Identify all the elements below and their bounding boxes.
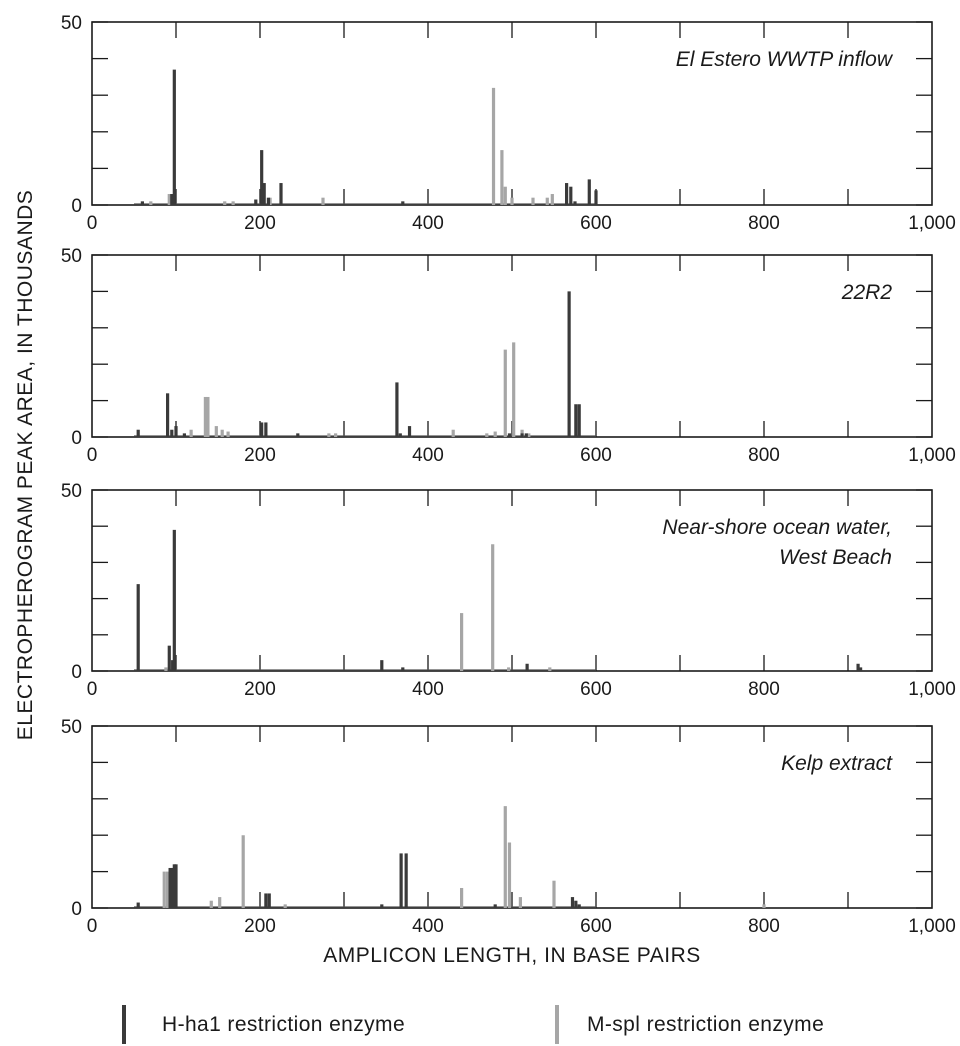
x-tick-label: 600 [580, 679, 612, 700]
panel-title: 22R2 [841, 281, 893, 304]
x-tick-label: 600 [580, 213, 612, 234]
x-tick-label: 1,000 [908, 679, 956, 700]
series-m-spl [189, 342, 531, 437]
x-tick-label: 200 [244, 445, 276, 466]
y-tick-label: 50 [61, 717, 82, 738]
y-tick-label: 50 [61, 13, 82, 34]
x-tick-label: 800 [748, 679, 780, 700]
x-tick-label: 400 [412, 213, 444, 234]
panel-4: 0 50 0 200 400 600 800 1,000 Kelp extract [61, 717, 956, 937]
series-m-spl [164, 544, 552, 671]
panel-title: West Beach [779, 546, 892, 569]
y-axis-title: ELECTROPHEROGRAM PEAK AREA, IN THOUSANDS [14, 190, 37, 741]
panel-3: 0 50 0 200 400 600 800 1,000 Near-shore ocean wa… [61, 481, 956, 700]
series-h-ha1 [140, 69, 598, 205]
panel-2: 0 50 0 200 400 600 800 1,000 22R2 [61, 246, 956, 466]
y-tick-label: 0 [71, 428, 82, 449]
series-h-ha1 [136, 853, 581, 908]
y-tick-label: 0 [71, 196, 82, 217]
x-tick-label: 400 [412, 445, 444, 466]
y-tick-label: 0 [71, 899, 82, 920]
x-tick-label: 0 [87, 679, 98, 700]
legend-label: H-ha1 restriction enzyme [162, 1013, 405, 1036]
panel-title: Near-shore ocean water, [662, 516, 892, 539]
x-axis-title: AMPLICON LENGTH, IN BASE PAIRS [323, 944, 701, 967]
legend: H-ha1 restriction enzyme M-spl restrictio… [122, 1005, 824, 1044]
x-tick-label: 800 [748, 916, 780, 937]
legend-label: M-spl restriction enzyme [587, 1013, 824, 1036]
x-tick-label: 800 [748, 213, 780, 234]
series-m-spl [149, 87, 554, 205]
x-tick-label: 200 [244, 213, 276, 234]
x-tick-label: 400 [412, 679, 444, 700]
series-h-ha1 [136, 529, 863, 671]
x-tick-label: 0 [87, 445, 98, 466]
x-tick-label: 600 [580, 916, 612, 937]
x-tick-label: 1,000 [908, 916, 956, 937]
y-tick-label: 0 [71, 662, 82, 683]
x-tick-label: 0 [87, 916, 98, 937]
x-tick-label: 600 [580, 445, 612, 466]
x-tick-label: 1,000 [908, 213, 956, 234]
y-tick-label: 50 [61, 246, 82, 267]
panel-title: Kelp extract [781, 752, 893, 775]
series-h-ha1 [136, 291, 581, 437]
x-tick-label: 0 [87, 213, 98, 234]
panel-1: 0 50 0 200 400 600 800 1,000 El Estero WWTP infl… [61, 13, 956, 234]
panel-title: El Estero WWTP inflow [676, 48, 894, 71]
x-tick-label: 200 [244, 916, 276, 937]
x-tick-label: 1,000 [908, 445, 956, 466]
panel-frame [91, 254, 933, 438]
x-tick-label: 800 [748, 445, 780, 466]
series-m-spl [162, 806, 766, 908]
x-tick-label: 400 [412, 916, 444, 937]
x-tick-label: 200 [244, 679, 276, 700]
y-tick-label: 50 [61, 481, 82, 502]
